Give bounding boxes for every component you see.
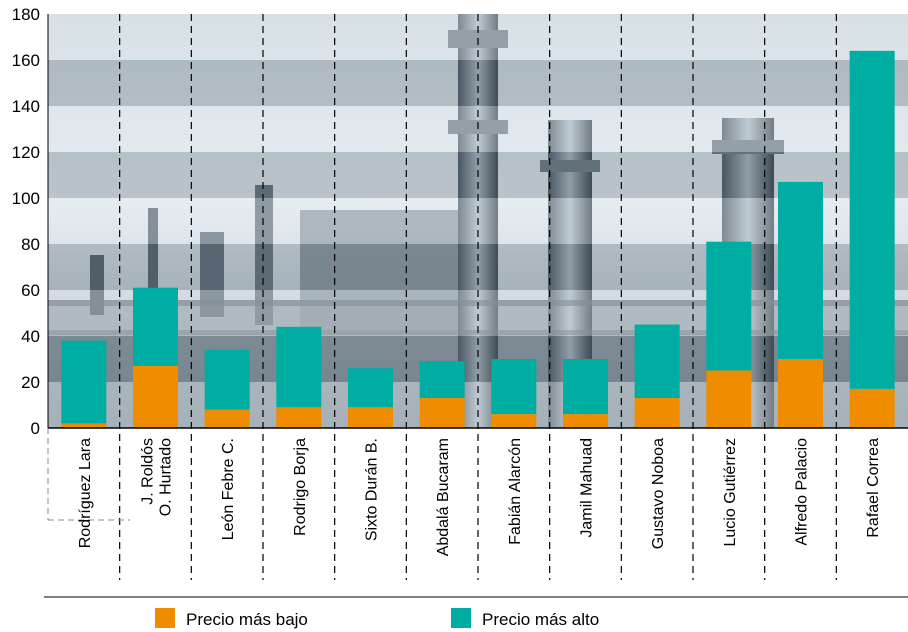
bar-low [276,407,322,428]
y-axis-ticks: 0 20 40 60 80 100 120 140 160 180 [12,5,40,438]
bar-high [419,361,465,399]
bar-high [491,359,537,415]
y-tick-label: 80 [21,235,40,254]
bar-high [778,181,823,359]
x-tick-label: Gustavo Noboa [650,438,667,549]
bar-low [491,414,537,428]
x-tick-label: Alfredo Palacio [794,438,811,546]
x-tick-label: Lucio Gutiérrez [722,438,739,547]
category-dividers [119,14,837,580]
bar-high [706,241,752,371]
legend-label-high: Precio más alto [482,610,599,629]
x-tick-label: Rodrigo Borja [292,438,309,536]
x-tick-label: O. Hurtado [158,438,175,516]
bar-high [634,324,680,399]
x-tick-label: León Febre C. [220,438,237,540]
bar-low [778,359,823,428]
bar-low [634,398,680,428]
bar-high [348,368,393,408]
legend: Precio más bajo Precio más alto [155,608,599,629]
bar-high [133,287,178,366]
bar-low [133,365,178,428]
legend-label-low: Precio más bajo [186,610,308,629]
bar-high [204,349,250,410]
y-tick-label: 140 [12,97,40,116]
y-tick-label: 100 [12,189,40,208]
y-tick-label: 160 [12,51,40,70]
y-tick-label: 60 [21,281,40,300]
x-tick-label: Abdalá Bucaram [435,438,452,556]
y-tick-label: 120 [12,143,40,162]
bars [61,50,895,428]
bar-high [563,359,608,415]
x-tick-label: J. Roldós [140,438,157,505]
y-tick-label: 180 [12,5,40,24]
x-tick-label: Rodríguez Lara [77,438,94,548]
bar-low [706,370,752,428]
bar-high [276,326,322,408]
x-tick-label: Jamil Mahuad [579,438,596,538]
bar-low [61,423,107,428]
x-tick-label: Fabián Alarcón [507,438,524,545]
bar-low [419,398,465,428]
bar-low [849,388,895,428]
y-tick-label: 20 [21,373,40,392]
y-tick-label: 0 [31,419,40,438]
x-tick-label: Sixto Durán B. [364,438,381,541]
bar-high [849,50,895,389]
x-tick-label: Rafael Correa [865,438,882,538]
legend-swatch-low [155,608,175,628]
bar-low [204,409,250,428]
bar-high [61,340,107,424]
y-tick-label: 40 [21,327,40,346]
x-axis-labels: Rodríguez Lara J. Roldós O. Hurtado León Fe… [77,438,882,556]
bar-low [348,407,393,428]
bar-low [563,414,608,428]
legend-swatch-high [451,608,471,628]
